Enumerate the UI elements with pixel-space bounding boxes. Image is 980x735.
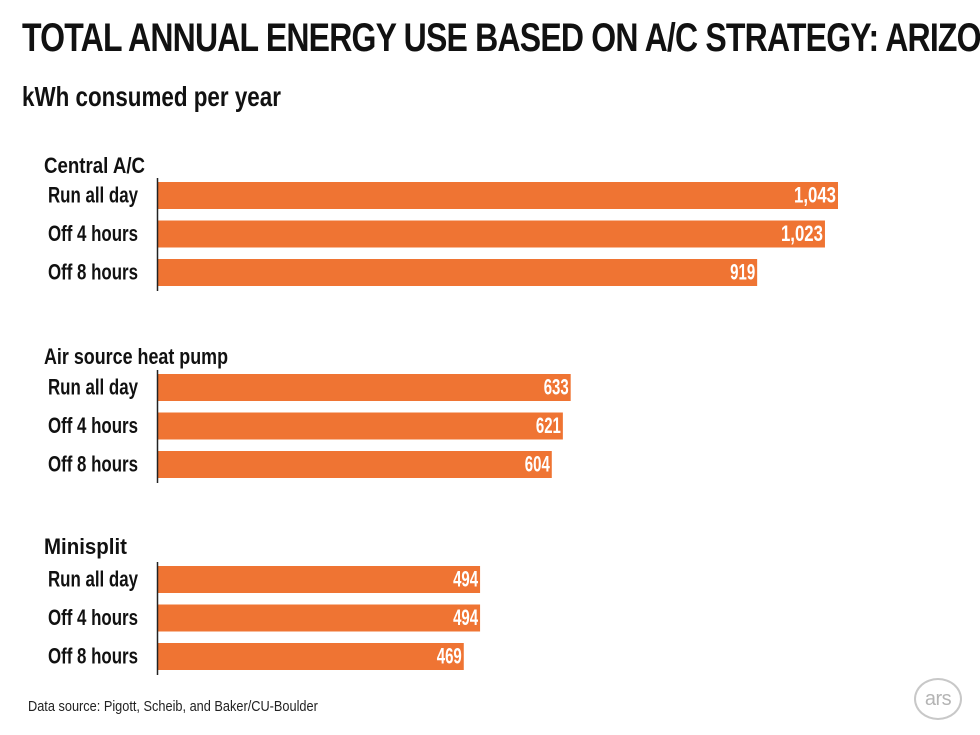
category-label: Run all day bbox=[48, 566, 139, 591]
bar-value-label: 1,043 bbox=[794, 182, 836, 207]
category-label: Off 8 hours bbox=[48, 259, 138, 284]
category-label: Run all day bbox=[48, 374, 139, 399]
category-label: Off 4 hours bbox=[48, 605, 138, 630]
bar bbox=[158, 566, 481, 593]
bar-value-label: 633 bbox=[544, 374, 569, 399]
bar bbox=[158, 374, 571, 401]
bar bbox=[158, 412, 563, 440]
bar-value-label: 621 bbox=[536, 413, 561, 438]
bar-value-label: 494 bbox=[453, 566, 479, 591]
group-label: Central A/C bbox=[44, 153, 145, 178]
bar bbox=[158, 604, 481, 632]
chart-title: TOTAL ANNUAL ENERGY USE BASED ON A/C STR… bbox=[22, 16, 980, 60]
bar-value-label: 469 bbox=[437, 643, 462, 668]
ars-logo: ars bbox=[914, 678, 962, 720]
group-label: Minisplit bbox=[44, 534, 128, 559]
category-label: Run all day bbox=[48, 182, 139, 207]
bar bbox=[158, 643, 464, 670]
category-label: Off 4 hours bbox=[48, 221, 138, 246]
bar bbox=[158, 220, 825, 248]
chart-subtitle: kWh consumed per year bbox=[22, 81, 281, 112]
category-label: Off 4 hours bbox=[48, 413, 138, 438]
bar bbox=[158, 451, 552, 478]
bar bbox=[158, 182, 838, 209]
data-source-note: Data source: Pigott, Scheib, and Baker/C… bbox=[28, 698, 318, 715]
category-label: Off 8 hours bbox=[48, 451, 138, 476]
bar-value-label: 494 bbox=[453, 605, 479, 630]
group-label: Air source heat pump bbox=[44, 344, 228, 369]
category-label: Off 8 hours bbox=[48, 643, 138, 668]
bar bbox=[158, 259, 758, 286]
bar-value-label: 1,023 bbox=[781, 221, 823, 246]
bar-value-label: 604 bbox=[525, 451, 551, 476]
bar-value-label: 919 bbox=[730, 259, 755, 284]
